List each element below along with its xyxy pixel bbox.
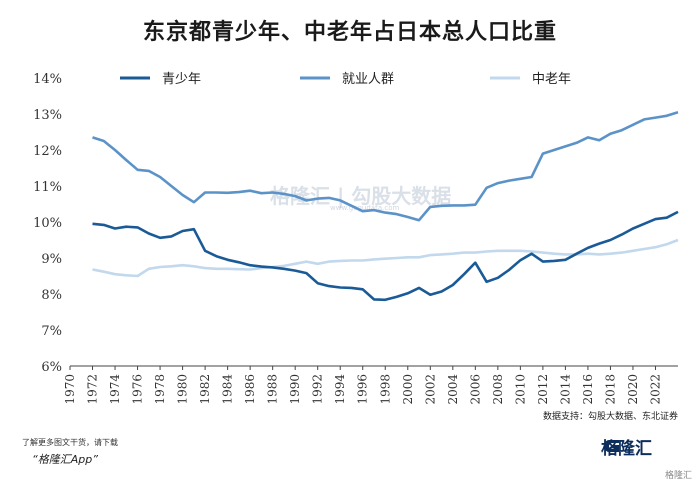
x-tick-label: 1980 <box>176 374 190 405</box>
x-tick-label: 2012 <box>536 374 550 405</box>
x-tick-label: 1998 <box>378 374 392 405</box>
y-tick-label: 6% <box>41 360 62 375</box>
x-tick-label: 2006 <box>468 374 482 405</box>
x-tick-label: 1992 <box>311 374 325 405</box>
y-tick-label: 7% <box>41 324 62 339</box>
footer-app-name[interactable]: “格隆汇App” <box>32 453 98 466</box>
x-tick-label: 2010 <box>513 374 527 405</box>
x-tick-label: 2004 <box>446 374 460 405</box>
y-tick-label: 13% <box>33 108 62 123</box>
x-tick-label: 2022 <box>648 374 662 405</box>
x-tick-label: 1986 <box>243 374 257 405</box>
chart-axes: 6% 7% 8% 9% 10% 11% 12% 13% 14% 1970 1972 1974 1976 1… <box>33 72 678 405</box>
chart-legend: 青少年 就业人群 中老年 <box>120 72 571 87</box>
watermark-sub: www.gogudata.com <box>330 204 400 212</box>
x-tick-label: 2016 <box>581 374 595 405</box>
legend-label: 就业人群 <box>342 72 394 87</box>
y-tick-label: 8% <box>41 288 62 303</box>
x-tick-label: 1988 <box>266 374 280 405</box>
x-tick-label: 2018 <box>603 374 617 405</box>
series-line-elderly <box>92 238 679 278</box>
x-tick-label: 1970 <box>63 374 77 405</box>
y-tick-label: 10% <box>33 216 62 231</box>
y-tick-label: 12% <box>33 144 62 159</box>
x-tick-label: 2020 <box>626 374 640 405</box>
series-line-labor <box>92 110 679 222</box>
x-tick-label: 2008 <box>491 374 505 405</box>
x-tick-label: 2002 <box>423 374 437 405</box>
legend-label: 青少年 <box>162 72 201 87</box>
y-tick-label: 11% <box>33 180 62 195</box>
x-tick-label: 2000 <box>401 374 415 405</box>
x-tick-label: 1982 <box>198 374 212 405</box>
footer-download-text: 了解更多图文干货，请下载 <box>22 438 118 447</box>
brand-name: 格隆汇 <box>601 439 652 459</box>
series-line-youth <box>92 210 679 302</box>
x-tick-label: 1996 <box>356 374 370 405</box>
x-tick-label: 1978 <box>153 374 167 405</box>
x-tick-label: 1972 <box>86 374 100 405</box>
x-tick-label: 1990 <box>288 374 302 405</box>
brand-logo-icon <box>605 440 619 452</box>
chart-series <box>92 110 679 302</box>
x-tick-label: 1976 <box>131 374 145 405</box>
x-tick-label: 1984 <box>221 374 235 405</box>
y-tick-label: 9% <box>41 252 62 267</box>
watermark: 格隆汇 | 勾股大数据 <box>270 184 452 208</box>
brand-badge: 格隆汇 <box>664 471 692 481</box>
y-tick-label: 14% <box>33 72 62 87</box>
legend-label: 中老年 <box>532 72 571 87</box>
x-tick-label: 1994 <box>333 374 347 405</box>
chart-title: 东京都青少年、中老年占日本总人口比重 <box>142 20 557 45</box>
source-note: 数据支持：勾股大数据、东北证券 <box>542 412 678 422</box>
x-tick-label: 2014 <box>558 374 572 405</box>
x-tick-label: 1974 <box>108 374 122 405</box>
